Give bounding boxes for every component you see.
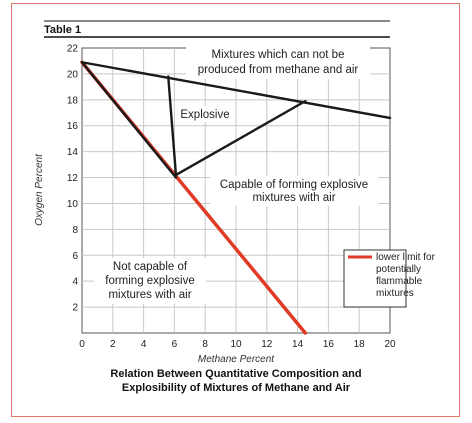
legend-line1: lower limit for: [376, 252, 436, 263]
legend-line4: mixtures: [376, 288, 414, 299]
x-tick-label: 20: [384, 339, 396, 350]
x-tick-label: 8: [202, 339, 208, 350]
legend: lower limit for potentially flammable mi…: [343, 249, 436, 308]
y-tick-labels: 2 4 6 8 10 12 14 16 18 20 22: [67, 44, 79, 314]
y-tick-label: 18: [67, 95, 79, 106]
y-tick-label: 6: [72, 251, 78, 262]
x-tick-label: 10: [230, 339, 242, 350]
y-tick-label: 22: [67, 44, 79, 55]
y-tick-label: 20: [67, 69, 79, 80]
x-tick-label: 14: [292, 339, 304, 350]
x-tick-label: 6: [172, 339, 178, 350]
series-line-black-3: [167, 75, 178, 177]
annotation-top-region-line2: produced from methane and air: [198, 64, 359, 76]
caption-line1: Relation Between Quantitative Compositio…: [110, 368, 361, 380]
x-axis-title: Methane Percent: [198, 354, 275, 365]
y-axis-title: Oxygen Percent: [34, 153, 45, 226]
annotation-top-region-line1: Mixtures which can not be: [212, 49, 345, 61]
y-tick-label: 12: [67, 173, 79, 184]
annotation-not-capable-line2: forming explosive: [105, 275, 194, 287]
y-tick-label: 14: [67, 147, 79, 158]
annotation-capable-line1: Capable of forming explosive: [220, 179, 368, 191]
x-tick-labels: 0 2 4 6 8 10 12 14 16 18 20: [79, 339, 396, 350]
annotation-capable-line2: mixtures with air: [252, 192, 335, 204]
y-tick-label: 10: [67, 199, 79, 210]
legend-line2: potentially: [376, 264, 421, 275]
y-tick-label: 8: [72, 225, 78, 236]
not-capable-label-bg: [94, 258, 206, 304]
y-tick-label: 16: [67, 121, 79, 132]
series-line-black-1: [80, 61, 392, 120]
legend-line3: flammable: [376, 276, 423, 287]
series-lines: [80, 60, 392, 335]
y-tick-label: 4: [72, 277, 78, 288]
capable-label-bg: [210, 176, 378, 206]
annotation-explosive: Explosive: [180, 109, 229, 121]
series-line-black-2: [80, 61, 178, 179]
x-tick-label: 2: [110, 339, 116, 350]
x-tick-label: 16: [323, 339, 335, 350]
x-tick-label: 4: [141, 339, 147, 350]
x-tick-label: 0: [79, 339, 85, 350]
x-tick-label: 12: [261, 339, 273, 350]
annotation-not-capable-line3: mixtures with air: [108, 289, 191, 301]
explosive-label-bg: [176, 106, 234, 122]
y-tick-label: 2: [72, 303, 78, 314]
series-line-black-4: [174, 99, 307, 177]
annotation-not-capable-line1: Not capable of: [113, 261, 188, 273]
table-label: Table 1: [44, 24, 81, 36]
top-region-label-bg: [186, 47, 370, 79]
x-tick-label: 18: [354, 339, 366, 350]
legend-box: [343, 249, 407, 308]
caption-line2: Explosibility of Mixtures of Methane and…: [122, 382, 351, 394]
